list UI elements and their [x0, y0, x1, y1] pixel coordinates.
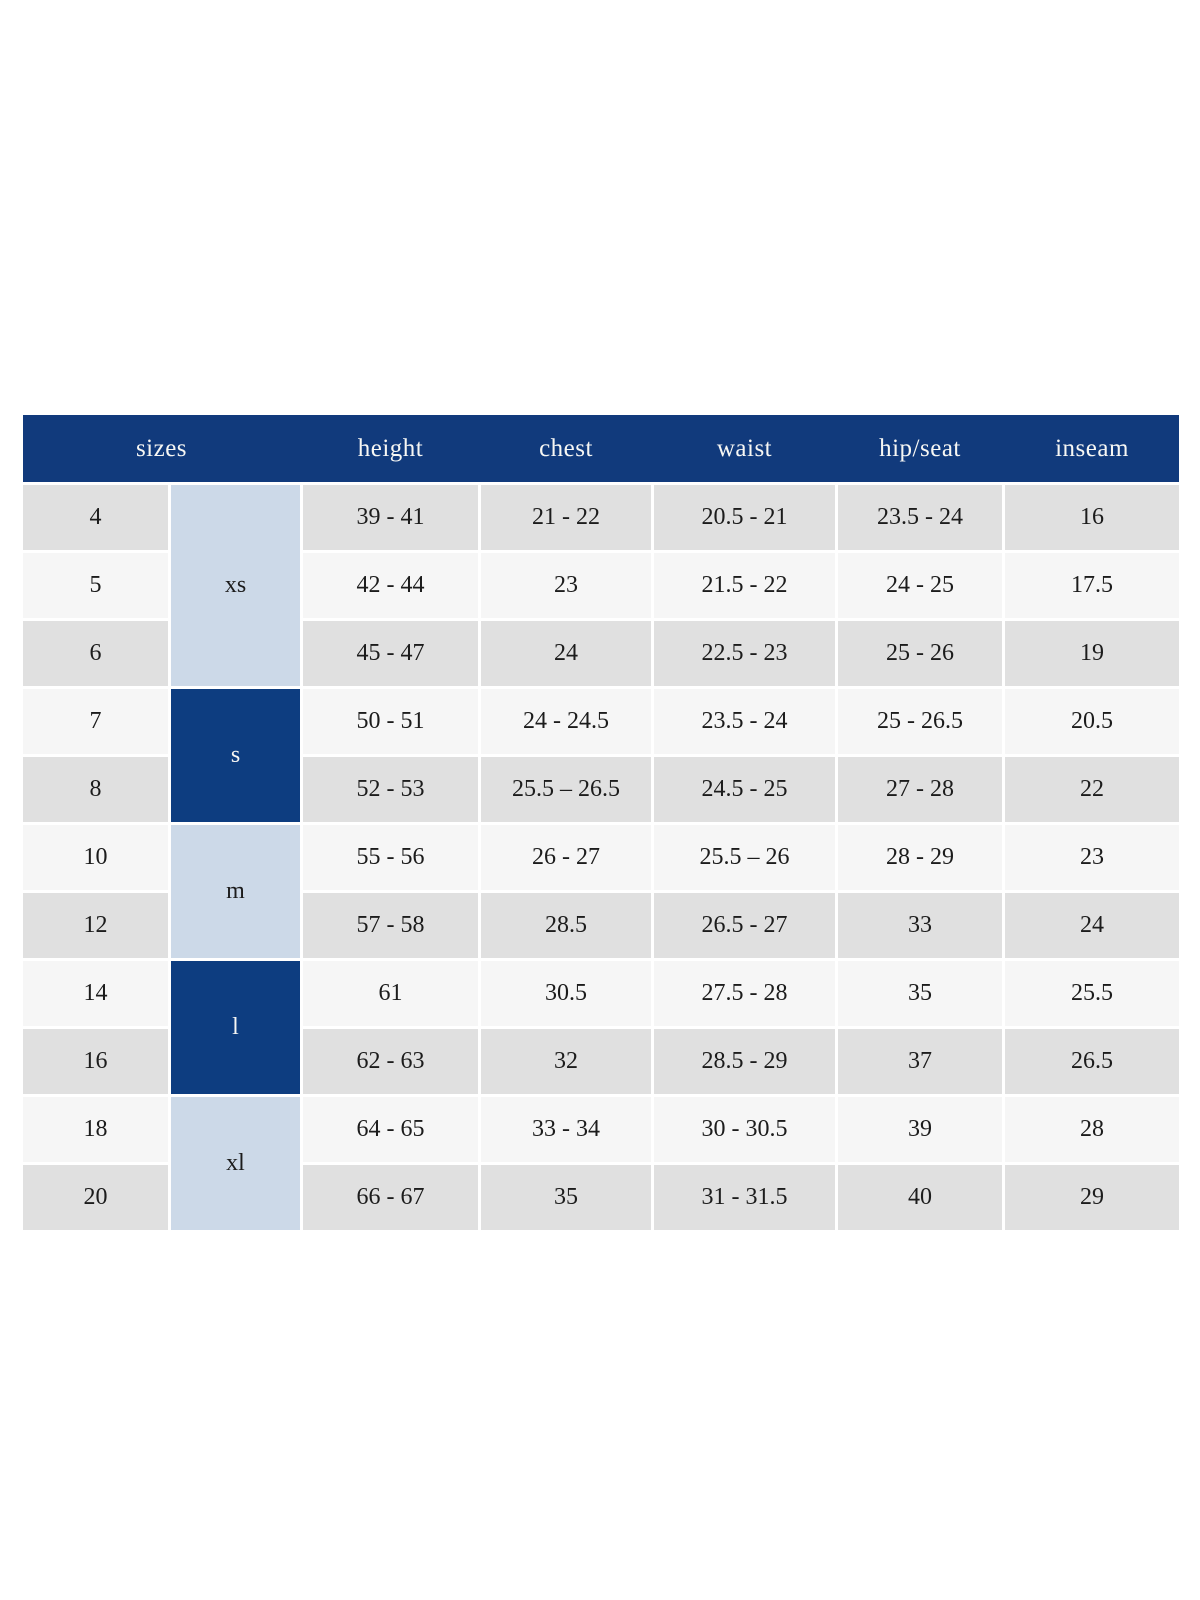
cell-hip-seat: 23.5 - 24 — [838, 485, 1002, 550]
cell-size-group-s: s — [171, 689, 300, 822]
cell-size-group-m: m — [171, 825, 300, 958]
cell-chest: 24 — [481, 621, 651, 686]
cell-waist: 25.5 – 26 — [654, 825, 835, 890]
header-sizes: sizes — [135, 434, 188, 462]
cell-inseam: 22 — [1005, 757, 1179, 822]
cell-size-group-xl: xl — [171, 1097, 300, 1230]
cell-size: 16 — [23, 1029, 168, 1094]
cell-inseam: 28 — [1005, 1097, 1179, 1162]
cell-size: 10 — [23, 825, 168, 890]
cell-size: 7 — [23, 689, 168, 754]
cell-inseam: 29 — [1005, 1165, 1179, 1230]
cell-hip-seat: 28 - 29 — [838, 825, 1002, 890]
cell-waist: 31 - 31.5 — [654, 1165, 835, 1230]
cell-hip-seat: 24 - 25 — [838, 553, 1002, 618]
cell-waist: 23.5 - 24 — [654, 689, 835, 754]
cell-hip-seat: 33 — [838, 893, 1002, 958]
cell-hip-seat: 40 — [838, 1165, 1002, 1230]
cell-height: 39 - 41 — [303, 485, 478, 550]
cell-height: 61 — [303, 961, 478, 1026]
cell-size: 18 — [23, 1097, 168, 1162]
cell-size-group-xs: xs — [171, 485, 300, 686]
cell-inseam: 23 — [1005, 825, 1179, 890]
cell-size: 14 — [23, 961, 168, 1026]
cell-height: 45 - 47 — [303, 621, 478, 686]
cell-chest: 25.5 – 26.5 — [481, 757, 651, 822]
cell-waist: 26.5 - 27 — [654, 893, 835, 958]
cell-hip-seat: 27 - 28 — [838, 757, 1002, 822]
cell-chest: 28.5 — [481, 893, 651, 958]
cell-hip-seat: 35 — [838, 961, 1002, 1026]
table-header-row: sizes height chest waist hip/seat inseam — [23, 415, 1179, 482]
cell-waist: 21.5 - 22 — [654, 553, 835, 618]
cell-size: 12 — [23, 893, 168, 958]
header-waist: waist — [716, 434, 773, 462]
header-inseam: inseam — [1055, 434, 1129, 462]
size-chart-table: sizes height chest waist hip/seat inseam… — [23, 415, 1179, 1230]
cell-height: 55 - 56 — [303, 825, 478, 890]
cell-height: 62 - 63 — [303, 1029, 478, 1094]
cell-waist: 30 - 30.5 — [654, 1097, 835, 1162]
cell-size: 4 — [23, 485, 168, 550]
cell-waist: 28.5 - 29 — [654, 1029, 835, 1094]
cell-inseam: 16 — [1005, 485, 1179, 550]
header-height: height — [357, 434, 424, 462]
cell-height: 57 - 58 — [303, 893, 478, 958]
cell-size: 8 — [23, 757, 168, 822]
cell-chest: 32 — [481, 1029, 651, 1094]
cell-inseam: 26.5 — [1005, 1029, 1179, 1094]
cell-size: 6 — [23, 621, 168, 686]
cell-waist: 22.5 - 23 — [654, 621, 835, 686]
cell-chest: 24 - 24.5 — [481, 689, 651, 754]
cell-inseam: 25.5 — [1005, 961, 1179, 1026]
header-hip-seat: hip/seat — [879, 434, 961, 462]
cell-hip-seat: 25 - 26.5 — [838, 689, 1002, 754]
cell-height: 50 - 51 — [303, 689, 478, 754]
cell-chest: 21 - 22 — [481, 485, 651, 550]
cell-inseam: 24 — [1005, 893, 1179, 958]
cell-chest: 35 — [481, 1165, 651, 1230]
cell-size-group-l: l — [171, 961, 300, 1094]
cell-chest: 26 - 27 — [481, 825, 651, 890]
cell-inseam: 19 — [1005, 621, 1179, 686]
cell-hip-seat: 25 - 26 — [838, 621, 1002, 686]
cell-hip-seat: 39 — [838, 1097, 1002, 1162]
cell-size: 5 — [23, 553, 168, 618]
cell-waist: 27.5 - 28 — [654, 961, 835, 1026]
cell-chest: 23 — [481, 553, 651, 618]
header-chest: chest — [539, 434, 593, 462]
cell-waist: 20.5 - 21 — [654, 485, 835, 550]
cell-waist: 24.5 - 25 — [654, 757, 835, 822]
cell-height: 42 - 44 — [303, 553, 478, 618]
cell-inseam: 20.5 — [1005, 689, 1179, 754]
cell-inseam: 17.5 — [1005, 553, 1179, 618]
cell-height: 64 - 65 — [303, 1097, 478, 1162]
cell-size: 20 — [23, 1165, 168, 1230]
cell-chest: 33 - 34 — [481, 1097, 651, 1162]
cell-chest: 30.5 — [481, 961, 651, 1026]
size-table-body: 4 xs 39 - 41 21 - 22 20.5 - 21 23.5 - 24 16 5 42… — [23, 485, 1179, 1230]
cell-height: 52 - 53 — [303, 757, 478, 822]
cell-height: 66 - 67 — [303, 1165, 478, 1230]
cell-hip-seat: 37 — [838, 1029, 1002, 1094]
